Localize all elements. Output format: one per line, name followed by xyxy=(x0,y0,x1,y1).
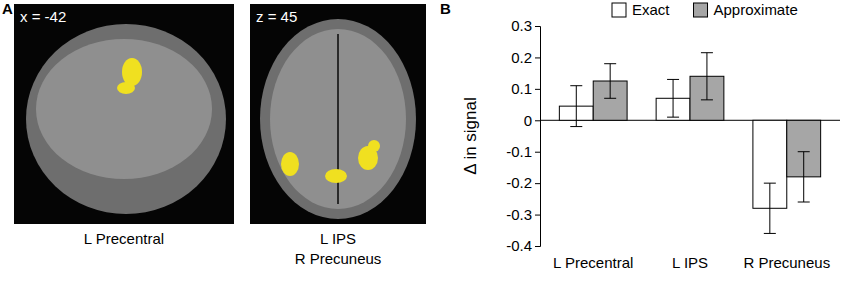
y-tick-mark xyxy=(535,215,540,216)
activation xyxy=(325,169,347,183)
y-tick-label: 0.1 xyxy=(511,80,532,97)
y-tick-label: 0.3 xyxy=(511,17,532,34)
slice-coordinate: x = -42 xyxy=(20,8,66,25)
y-tick-mark xyxy=(535,152,540,153)
error-bar xyxy=(667,79,679,117)
error-bar xyxy=(604,64,616,99)
y-tick-mark xyxy=(535,183,540,184)
y-axis-line xyxy=(535,27,541,247)
x-tick: R Precuneus xyxy=(743,254,830,271)
activation xyxy=(368,140,380,152)
error-bar xyxy=(701,53,713,100)
legend-swatch xyxy=(612,3,626,17)
brain-image: x = -42 xyxy=(14,4,234,224)
y-tick-label: -0.1 xyxy=(506,143,532,160)
x-tick-label: L Precentral xyxy=(553,254,633,271)
head xyxy=(260,19,416,219)
legend-label: Exact xyxy=(632,1,670,18)
y-tick-label: -0.3 xyxy=(506,206,532,223)
y-tick-mark xyxy=(535,120,540,121)
legend-swatch xyxy=(694,3,708,17)
image-caption: L Precentral xyxy=(84,230,164,247)
image-caption: L IPS xyxy=(320,230,356,247)
legend-label: Approximate xyxy=(714,1,798,18)
y-tick: 0 xyxy=(524,112,540,129)
y-axis: -0.4 -0.3 -0.2 -0.1 0 0.1 0.2 0.3 xyxy=(506,17,540,254)
y-tick: -0.4 xyxy=(506,237,540,254)
brain xyxy=(270,29,406,209)
image-background xyxy=(250,4,426,224)
slice-coordinate: z = 45 xyxy=(256,8,297,25)
activation xyxy=(122,58,142,86)
y-tick: -0.3 xyxy=(506,206,540,223)
image-background xyxy=(14,4,234,224)
legend: Exact Approximate xyxy=(612,1,798,18)
plot-area xyxy=(540,53,840,234)
x-axis: L Precentral L IPS R Precuneus xyxy=(553,254,830,271)
head xyxy=(26,24,226,214)
y-tick: -0.1 xyxy=(506,143,540,160)
y-tick-mark xyxy=(535,57,540,58)
image-caption: R Precuneus xyxy=(295,250,382,267)
y-axis-title: Δ in signal xyxy=(461,97,480,175)
x-tick-label: R Precuneus xyxy=(743,254,830,271)
figure: Ax = -42 L Precentral z = 45 L IPS R Precune… xyxy=(0,0,845,283)
panel-label: B xyxy=(440,0,451,17)
error-bar xyxy=(764,183,776,233)
y-tick-mark xyxy=(535,89,540,90)
panel-label: A xyxy=(2,0,13,17)
brain-image: z = 45 xyxy=(250,4,426,224)
activation xyxy=(281,152,299,176)
brain xyxy=(36,39,212,179)
x-tick: L IPS xyxy=(672,254,708,271)
y-tick: 0.1 xyxy=(511,80,540,97)
y-tick-label: 0 xyxy=(524,112,532,129)
error-bar xyxy=(570,86,582,127)
x-tick-label: L IPS xyxy=(672,254,708,271)
error-bar xyxy=(798,152,810,202)
y-tick: 0.2 xyxy=(511,49,540,66)
y-tick: -0.2 xyxy=(506,174,540,191)
y-tick-label: -0.4 xyxy=(506,237,532,254)
activation xyxy=(117,82,135,94)
y-tick-mark xyxy=(535,246,540,247)
y-tick-mark xyxy=(535,26,540,27)
x-tick: L Precentral xyxy=(553,254,633,271)
y-tick: 0.3 xyxy=(511,17,540,34)
y-tick-label: 0.2 xyxy=(511,49,532,66)
y-tick-label: -0.2 xyxy=(506,174,532,191)
